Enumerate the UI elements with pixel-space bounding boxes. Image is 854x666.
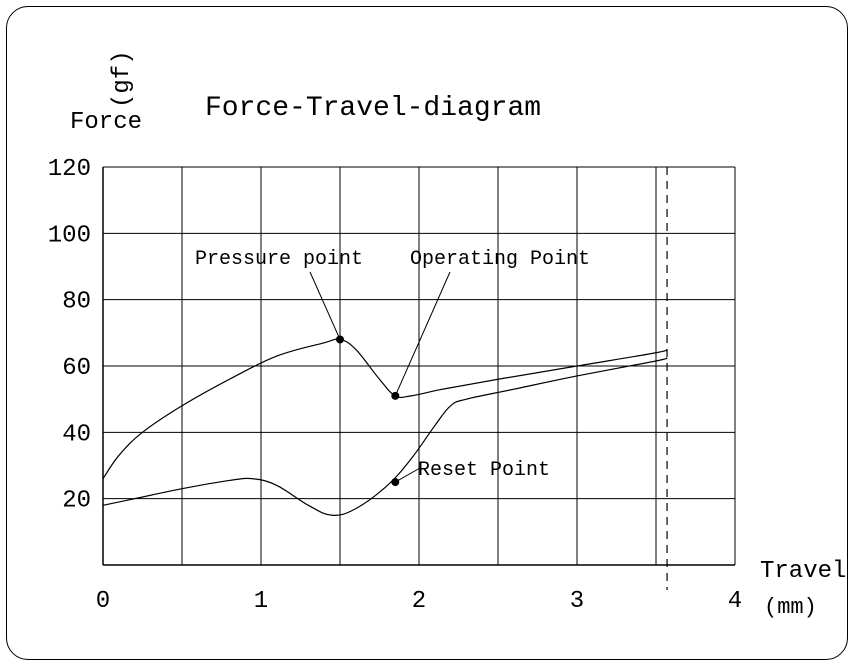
pressure-point-label: Pressure point: [195, 248, 363, 271]
x-tick-label: 1: [254, 588, 268, 615]
x-tick-label: 0: [96, 588, 110, 615]
upper-curve: [103, 339, 667, 479]
y-tick-label: 60: [62, 355, 91, 382]
x-tick-label: 4: [728, 588, 742, 615]
operating-leader: [395, 272, 450, 396]
x-axis-unit: (mm): [764, 595, 817, 620]
reset-leader: [395, 468, 420, 482]
y-tick-label: 80: [62, 289, 91, 316]
chart-svg: 20 40 60 80 100 120 0 1 2 3 4 Force-Travel-diagram F…: [0, 0, 854, 666]
lower-curve: [103, 358, 667, 516]
y-axis-label: Force: [70, 109, 142, 136]
y-tick-label: 40: [62, 421, 91, 448]
x-axis-label: Travel: [760, 558, 846, 585]
diagram-frame: 20 40 60 80 100 120 0 1 2 3 4 Force-Travel-diagram F…: [0, 0, 854, 666]
chart-title: Force-Travel-diagram: [205, 93, 541, 124]
reset-point-label: Reset Point: [418, 459, 550, 482]
y-tick-label: 120: [48, 156, 91, 183]
x-tick-label: 3: [570, 588, 584, 615]
pressure-leader: [310, 272, 340, 339]
y-tick-label: 100: [48, 222, 91, 249]
y-axis-unit: (gf): [109, 50, 136, 108]
y-tick-label: 20: [62, 488, 91, 515]
operating-point-label: Operating Point: [410, 248, 590, 271]
x-tick-label: 2: [412, 588, 426, 615]
